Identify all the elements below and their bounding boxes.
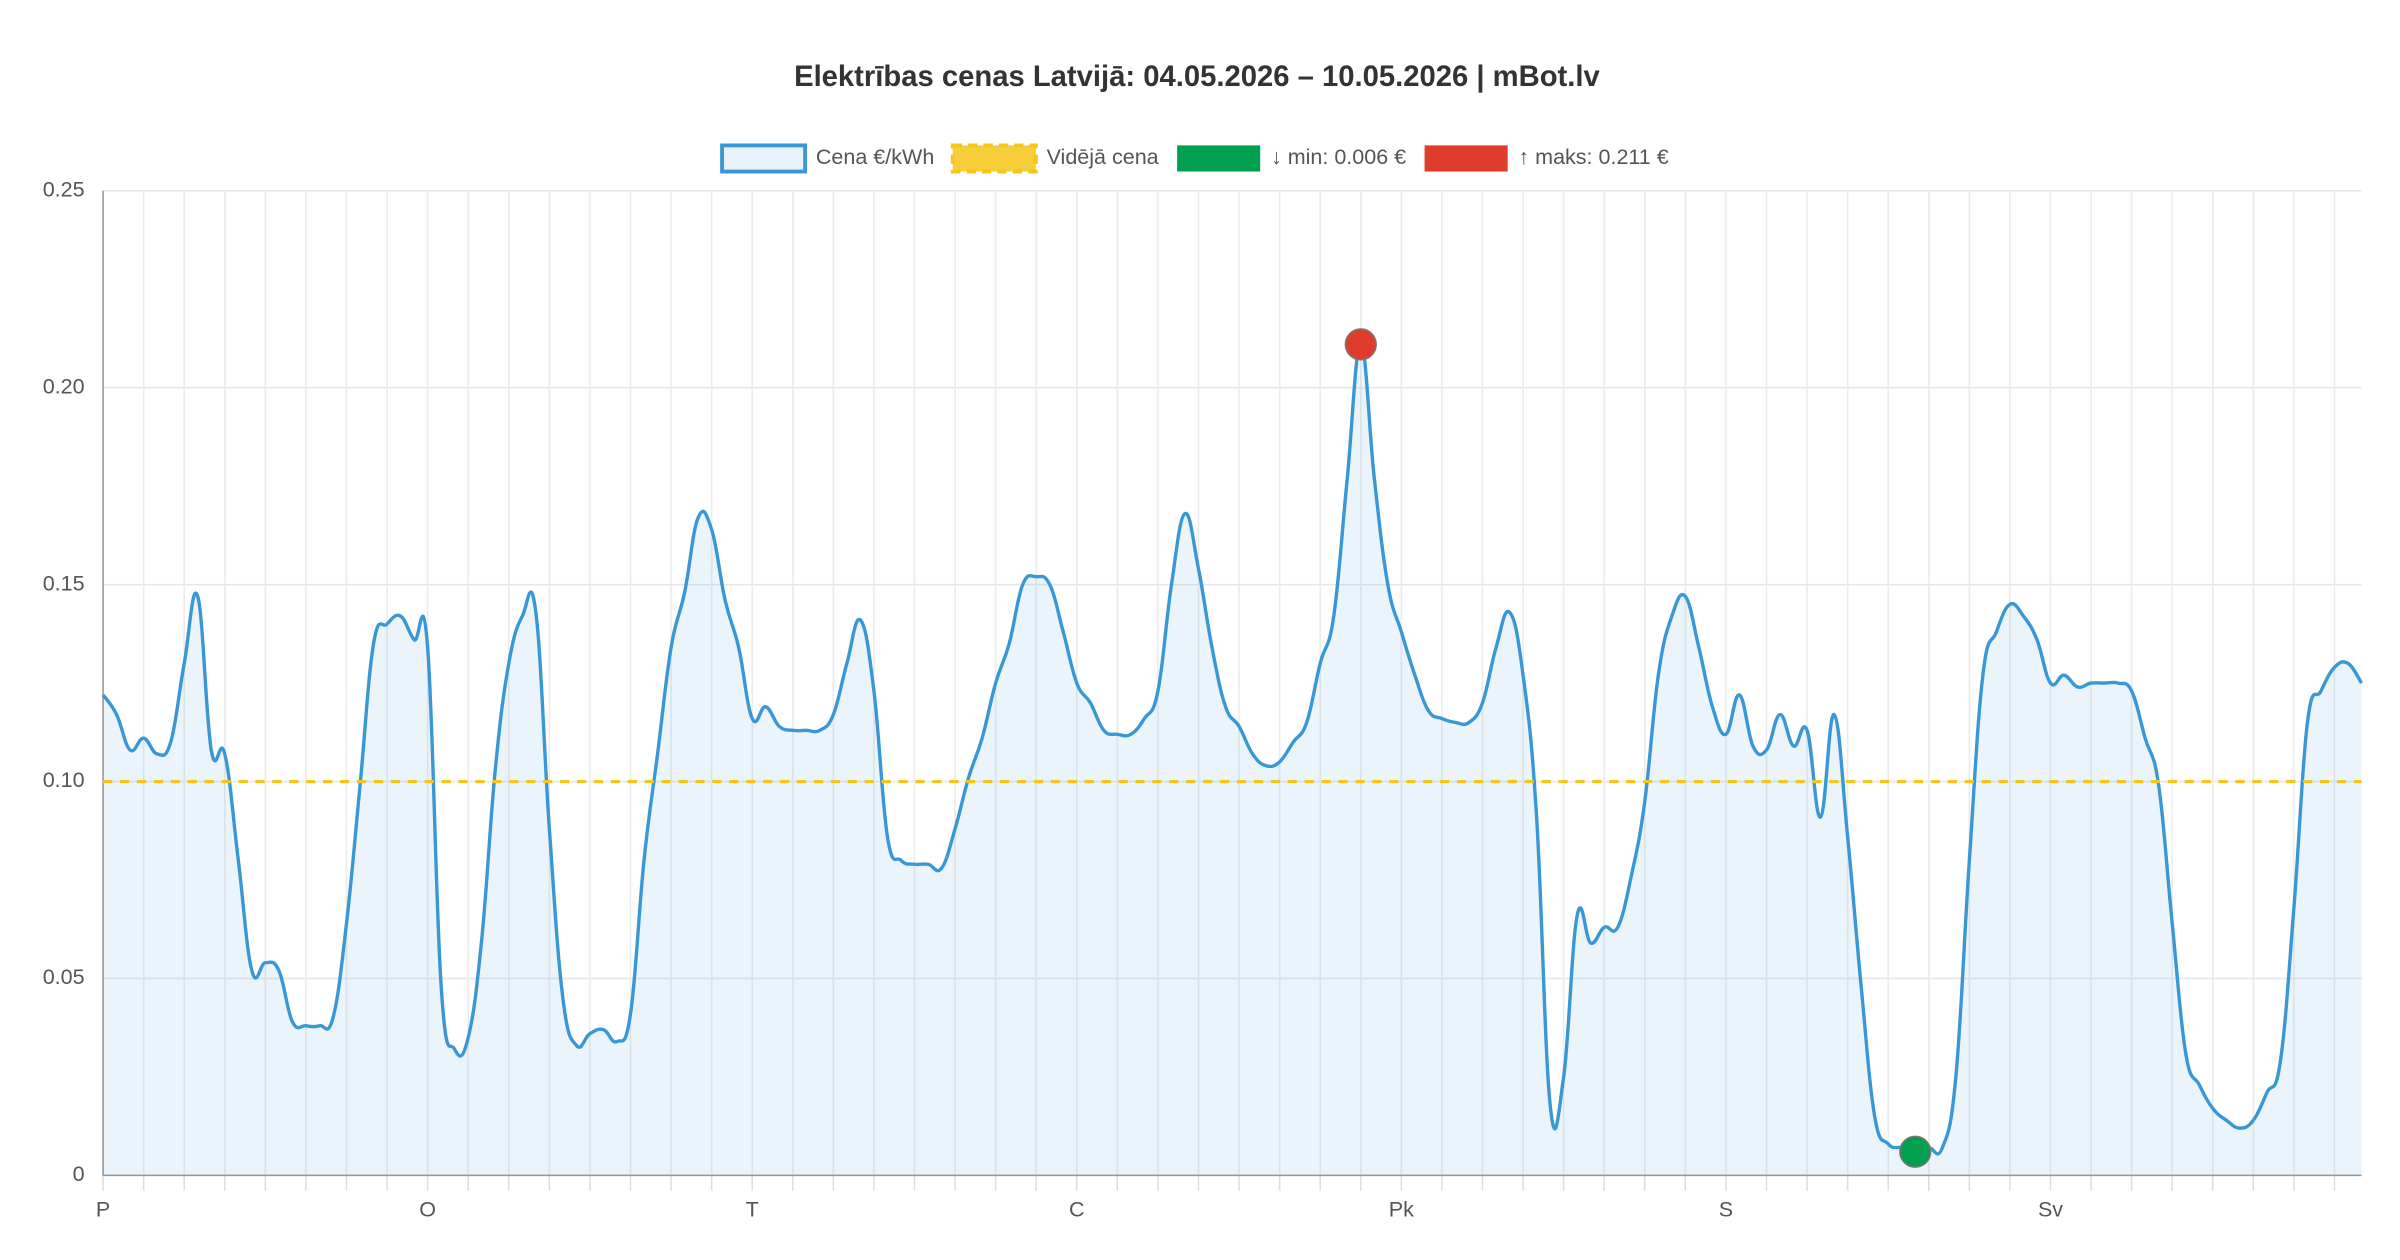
legend-label: Cena €/kWh: [816, 145, 934, 169]
y-tick-label: 0.15: [43, 571, 85, 595]
grid: 0 0.05 0.10 0.15 0.20 0.25 P O T C Pk S Sv: [43, 177, 2362, 1221]
x-tick-label: T: [746, 1197, 759, 1221]
legend-swatch: [720, 143, 808, 174]
plot: [101, 328, 2363, 1176]
legend-label: ↑ maks: 0.211 €: [1518, 145, 1668, 169]
y-tick-label: 0: [73, 1162, 85, 1186]
x-tick-label: Sv: [2038, 1197, 2063, 1221]
y-tick-label: 0.25: [43, 177, 85, 201]
x-tick-label: P: [96, 1197, 110, 1221]
chart-title: Elektrības cenas Latvijā: 04.05.2026 – 1…: [794, 61, 1600, 93]
legend: Cena €/kWh Vidējā cena ↓ min: 0.006 € ↑ mak…: [720, 143, 1669, 174]
y-tick-label: 0.10: [43, 768, 85, 792]
legend-label: ↓ min: 0.006 €: [1271, 145, 1406, 169]
legend-swatch: [1177, 145, 1261, 172]
line: [101, 342, 2363, 1156]
legend-swatch: [1424, 145, 1508, 172]
x-tick-label: S: [1719, 1197, 1733, 1221]
legend-label: Vidējā cena: [1047, 145, 1159, 169]
min-marker: [1899, 1135, 1932, 1168]
y-tick-label: 0.05: [43, 965, 85, 989]
max-marker: [1344, 328, 1377, 361]
x-tick-label: O: [419, 1197, 436, 1221]
x-tick-label: Pk: [1389, 1197, 1414, 1221]
legend-swatch: [950, 143, 1038, 174]
y-tick-label: 0.20: [43, 374, 85, 398]
area: [103, 344, 2362, 1176]
x-tick-label: C: [1069, 1197, 1085, 1221]
